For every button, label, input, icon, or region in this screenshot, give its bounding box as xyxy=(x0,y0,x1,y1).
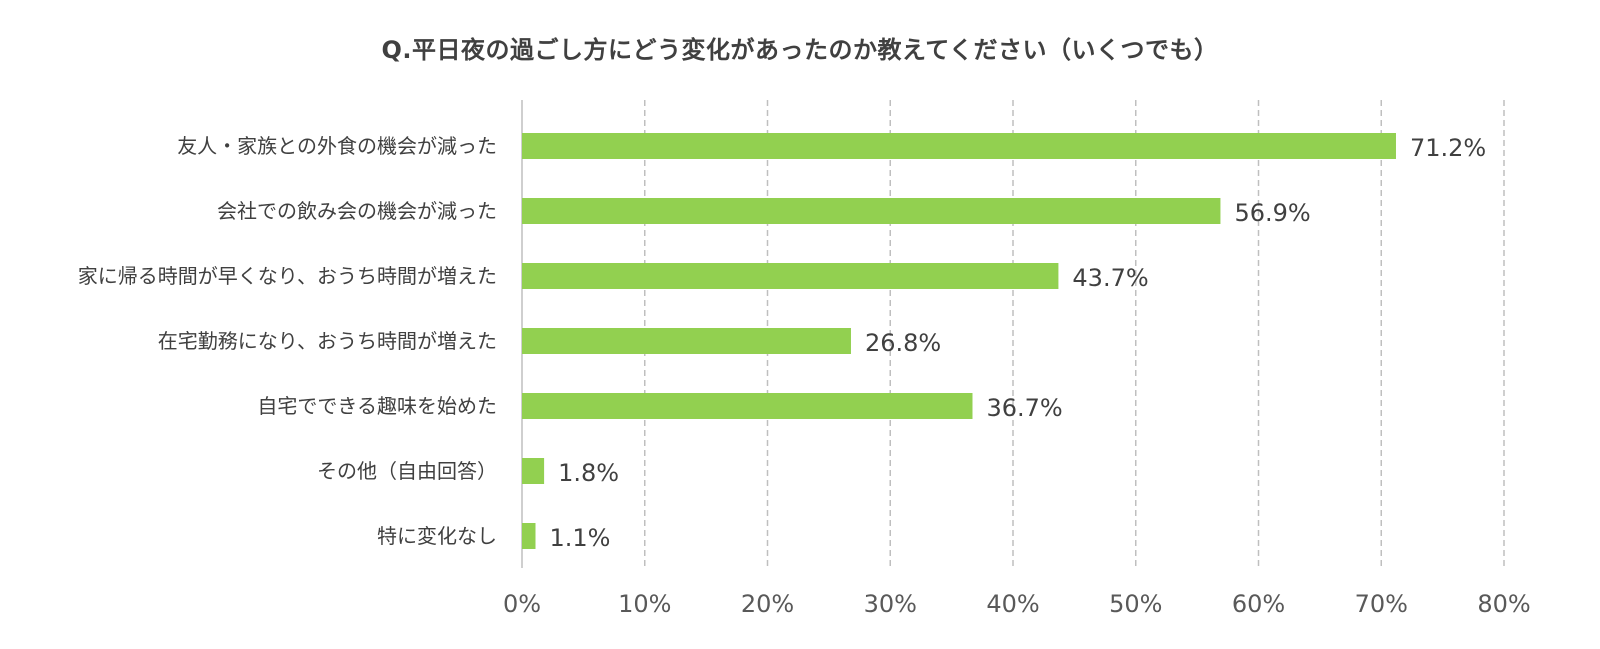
category-labels: 友人・家族との外食の機会が減った会社での飲み会の機会が減った家に帰る時間が早くな… xyxy=(78,134,497,548)
data-label: 43.7% xyxy=(1072,264,1148,292)
bar xyxy=(522,263,1059,289)
chart-title: Q.平日夜の過ごし方にどう変化があったのか教えてください（いくつでも） xyxy=(381,36,1219,64)
data-label: 56.9% xyxy=(1234,199,1310,227)
data-label: 71.2% xyxy=(1410,134,1486,162)
category-label: 友人・家族との外食の機会が減った xyxy=(177,134,497,158)
x-axis-tick-labels: 0% 10% 20% 30% 40% 50% 60% 70% 80% xyxy=(503,590,1531,618)
x-tick-label: 50% xyxy=(1109,590,1162,618)
value-labels: 71.2% 56.9% 43.7% 26.8% 36.7% 1.8% 1.1% xyxy=(550,134,1487,552)
bar xyxy=(522,523,536,549)
category-label: 会社での飲み会の機会が減った xyxy=(217,199,497,223)
category-label: 自宅でできる趣味を始めた xyxy=(257,394,497,418)
category-label: 家に帰る時間が早くなり、おうち時間が増えた xyxy=(78,264,497,288)
data-label: 36.7% xyxy=(986,394,1062,422)
bar xyxy=(522,393,973,419)
category-label: 在宅勤務になり、おうち時間が増えた xyxy=(158,329,497,353)
x-tick-label: 70% xyxy=(1355,590,1408,618)
x-tick-label: 30% xyxy=(864,590,917,618)
bar xyxy=(522,198,1221,224)
x-tick-label: 80% xyxy=(1477,590,1530,618)
x-tick-label: 40% xyxy=(986,590,1039,618)
data-label: 1.8% xyxy=(558,459,619,487)
bar xyxy=(522,328,851,354)
bars xyxy=(522,133,1396,549)
x-tick-label: 10% xyxy=(618,590,671,618)
bar xyxy=(522,133,1396,159)
x-tick-label: 0% xyxy=(503,590,541,618)
category-label: その他（自由回答） xyxy=(317,459,497,483)
category-label: 特に変化なし xyxy=(377,524,497,548)
data-label: 26.8% xyxy=(865,329,941,357)
x-tick-label: 20% xyxy=(741,590,794,618)
x-tick-label: 60% xyxy=(1232,590,1285,618)
data-label: 1.1% xyxy=(550,524,611,552)
bar xyxy=(522,458,545,484)
